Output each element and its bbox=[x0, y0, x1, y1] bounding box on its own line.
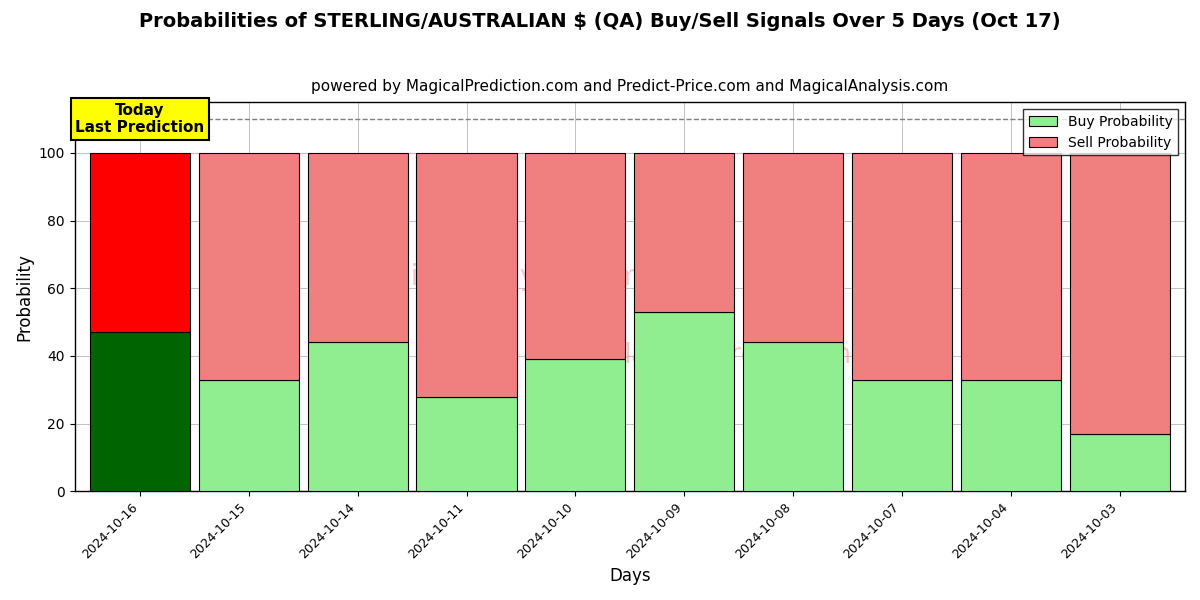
Bar bbox=[634, 153, 734, 312]
Bar bbox=[416, 397, 517, 491]
Bar bbox=[1069, 153, 1170, 434]
Y-axis label: Probability: Probability bbox=[16, 253, 34, 341]
Text: Today
Last Prediction: Today Last Prediction bbox=[76, 103, 204, 135]
Bar bbox=[743, 343, 844, 491]
Text: Probabilities of STERLING/AUSTRALIAN $ (QA) Buy/Sell Signals Over 5 Days (Oct 17: Probabilities of STERLING/AUSTRALIAN $ (… bbox=[139, 12, 1061, 31]
Bar bbox=[90, 153, 190, 332]
Title: powered by MagicalPrediction.com and Predict-Price.com and MagicalAnalysis.com: powered by MagicalPrediction.com and Pre… bbox=[311, 79, 948, 94]
Bar bbox=[743, 153, 844, 343]
Bar bbox=[307, 343, 408, 491]
Bar bbox=[307, 153, 408, 343]
Text: MagicalAnalysis.com: MagicalAnalysis.com bbox=[352, 263, 641, 291]
Text: MagicalPrediction.com: MagicalPrediction.com bbox=[607, 341, 919, 369]
Bar bbox=[1069, 434, 1170, 491]
Bar bbox=[852, 380, 952, 491]
Bar bbox=[199, 153, 299, 380]
Bar bbox=[961, 380, 1061, 491]
Bar bbox=[526, 359, 625, 491]
Bar bbox=[526, 153, 625, 359]
Bar bbox=[852, 153, 952, 380]
X-axis label: Days: Days bbox=[610, 567, 650, 585]
Bar bbox=[199, 380, 299, 491]
Bar bbox=[961, 153, 1061, 380]
Bar bbox=[90, 332, 190, 491]
Bar bbox=[416, 153, 517, 397]
Legend: Buy Probability, Sell Probability: Buy Probability, Sell Probability bbox=[1024, 109, 1178, 155]
Bar bbox=[634, 312, 734, 491]
